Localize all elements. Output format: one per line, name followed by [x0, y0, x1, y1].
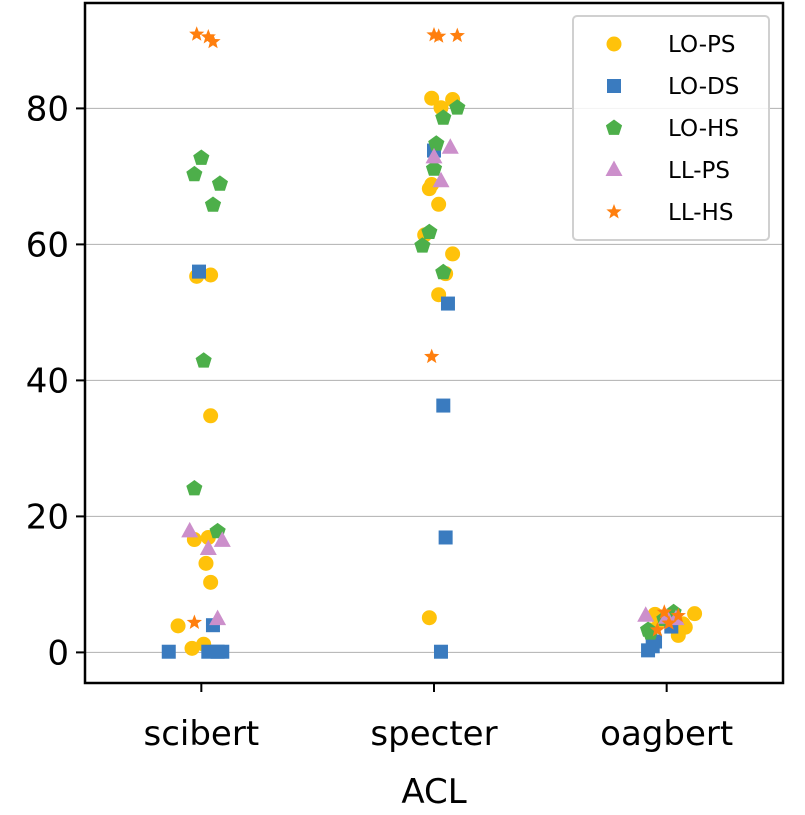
legend-item-LL-HS: LL-HS — [606, 200, 733, 226]
point-LL-PS — [181, 521, 199, 538]
legend-marker-LL-HS — [606, 204, 622, 219]
point-LL-PS — [199, 539, 217, 555]
point-LO-PS — [203, 574, 219, 590]
x-tick-label-scibert: scibert — [143, 714, 259, 754]
legend-label: LL-HS — [668, 200, 733, 226]
point-LO-HS — [428, 135, 445, 151]
point-LL-PS — [637, 606, 655, 622]
point-LO-PS — [184, 640, 200, 656]
legend: LO-PS LO-DS LO-HS LL-PS LL-HS — [572, 15, 770, 241]
point-LO-HS — [211, 175, 228, 191]
point-LL-HS — [424, 348, 440, 364]
point-LO-PS — [198, 555, 214, 571]
point-LO-PS — [170, 618, 186, 634]
data-points — [161, 26, 703, 659]
legend-item-LO-PS: LO-PS — [606, 32, 736, 58]
legend-marker-LO-PS — [606, 36, 622, 52]
point-LO-HS — [435, 109, 452, 125]
point-LO-DS — [192, 264, 207, 279]
point-LO-HS — [449, 99, 466, 115]
point-LO-HS — [193, 149, 210, 165]
point-LO-PS — [687, 606, 703, 622]
y-axis: 0 20 40 60 80 — [26, 89, 85, 673]
point-LL-HS — [200, 29, 216, 44]
point-LL-HS — [431, 28, 447, 43]
point-LO-DS — [641, 643, 656, 658]
point-LO-PS — [421, 610, 437, 626]
x-axis-label: ACL — [401, 772, 466, 812]
y-tick-label: 20 — [26, 497, 69, 537]
point-LO-DS — [440, 296, 455, 311]
x-axis: scibert specter oagbert — [143, 683, 733, 754]
point-LL-PS — [432, 171, 450, 188]
point-LO-DS — [161, 644, 176, 659]
point-LO-HS — [186, 165, 203, 182]
point-LO-PS — [431, 196, 447, 212]
legend-label: LL-PS — [668, 158, 730, 184]
legend-label: LO-PS — [668, 32, 736, 58]
point-LO-PS — [203, 267, 219, 283]
legend-label: LO-DS — [668, 74, 739, 100]
point-LL-HS — [670, 607, 686, 623]
point-LL-HS — [449, 27, 465, 43]
point-LL-PS — [425, 147, 443, 164]
point-LL-HS — [189, 26, 205, 41]
point-LO-DS — [215, 644, 230, 659]
point-LO-HS — [195, 352, 212, 368]
point-LL-PS — [209, 609, 227, 626]
legend-marker-LO-HS — [605, 119, 623, 135]
point-LO-HS — [186, 480, 203, 496]
point-LO-HS — [204, 196, 222, 212]
y-tick-label: 80 — [26, 89, 69, 129]
point-LL-HS — [186, 614, 202, 629]
point-LO-HS — [435, 263, 452, 280]
series-LL-HS — [186, 26, 686, 637]
y-tick-label: 0 — [47, 633, 69, 673]
point-LO-HS — [425, 160, 443, 176]
y-tick-label: 60 — [26, 225, 69, 265]
x-tick-label-oagbert: oagbert — [600, 714, 733, 754]
legend-item-LO-DS: LO-DS — [607, 74, 739, 100]
point-LO-PS — [203, 408, 219, 424]
point-LO-PS — [424, 90, 440, 106]
point-LO-DS — [438, 530, 453, 545]
y-tick-label: 40 — [26, 361, 69, 401]
point-LL-PS — [213, 531, 231, 547]
point-LL-HS — [661, 615, 677, 630]
point-LO-PS — [445, 246, 461, 262]
legend-item-LO-HS: LO-HS — [605, 116, 739, 142]
series-LO-HS — [186, 99, 682, 640]
point-LO-HS — [414, 237, 431, 253]
legend-label: LO-HS — [668, 116, 739, 142]
point-LL-PS — [441, 138, 459, 154]
legend-item-LL-PS: LL-PS — [605, 158, 730, 184]
point-LO-HS — [421, 223, 438, 239]
point-LL-HS — [205, 33, 221, 49]
legend-marker-LL-PS — [605, 160, 623, 176]
point-LO-PS — [421, 181, 437, 197]
legend-marker-LO-DS — [607, 79, 621, 93]
point-LO-DS — [436, 398, 451, 413]
point-LL-HS — [656, 604, 672, 619]
x-tick-label-specter: specter — [370, 714, 497, 754]
point-LO-DS — [433, 644, 448, 659]
point-LL-HS — [649, 622, 665, 637]
legend-box — [572, 15, 770, 241]
